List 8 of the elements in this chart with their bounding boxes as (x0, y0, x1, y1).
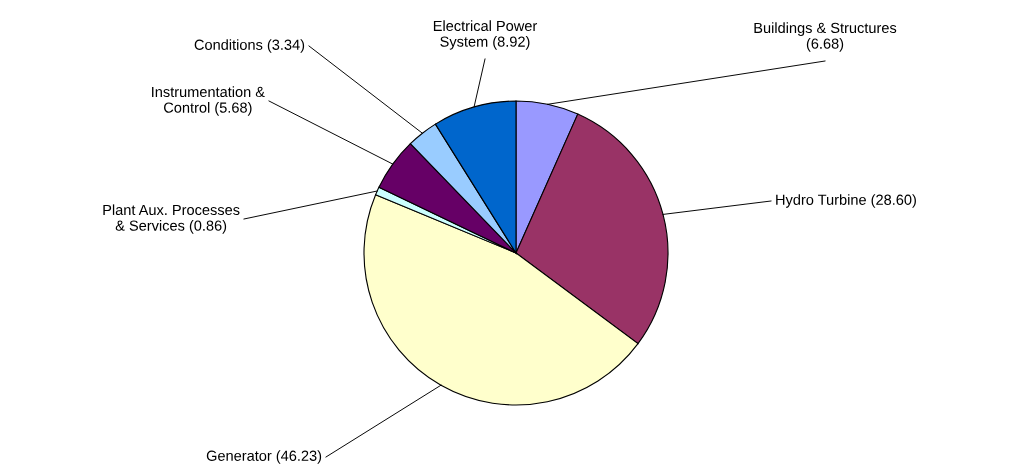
slice-label: Electrical Power System (8.92) (433, 20, 538, 50)
slice-label: Buildings & Structures (754, 22, 897, 36)
slice-label: Generator (46.23) (206, 450, 322, 464)
slice-label: Conditions (3.34) (194, 39, 305, 53)
slice-label: Hydro Turbine (28.60) (776, 194, 916, 208)
data-label: (6.68) (806, 38, 844, 52)
slice-label: Instrumentation & Control (5.68) (152, 86, 265, 116)
slice-label: Plant Aux. Processes & Services (0.86) (103, 204, 240, 234)
